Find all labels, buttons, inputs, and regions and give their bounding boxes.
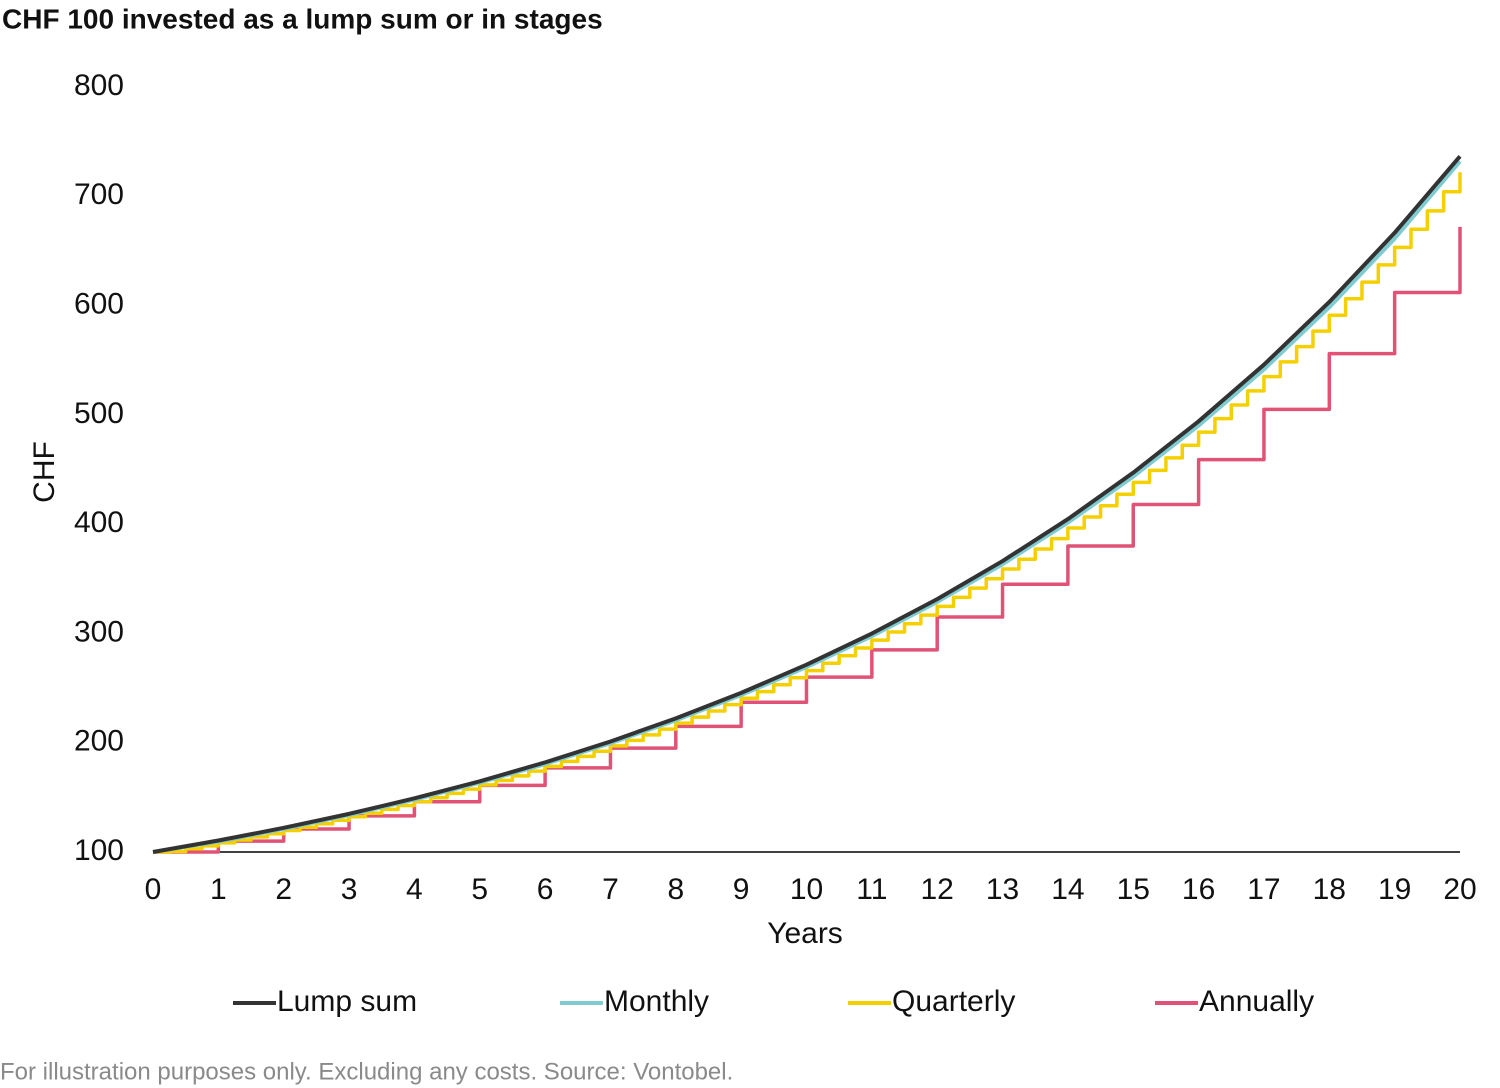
y-tick-label: 200 <box>74 725 124 758</box>
x-tick-label: 15 <box>1117 873 1150 906</box>
x-tick-label: 20 <box>1443 873 1476 906</box>
x-tick-label: 7 <box>602 873 619 906</box>
x-tick-label: 4 <box>406 873 423 906</box>
y-tick-label: 600 <box>74 287 124 320</box>
legend-label: Quarterly <box>892 985 1015 1018</box>
legend-label: Annually <box>1199 985 1314 1018</box>
x-tick-label: 5 <box>471 873 488 906</box>
x-tick-label: 12 <box>921 873 954 906</box>
y-tick-label: 700 <box>74 178 124 211</box>
x-tick-label: 19 <box>1378 873 1411 906</box>
x-tick-label: 8 <box>667 873 684 906</box>
x-tick-label: 2 <box>275 873 292 906</box>
x-tick-label: 16 <box>1182 873 1215 906</box>
y-tick-label: 100 <box>74 834 124 867</box>
x-tick-label: 9 <box>733 873 750 906</box>
x-tick-label: 1 <box>210 873 227 906</box>
legend-label: Lump sum <box>277 985 417 1018</box>
x-tick-label: 10 <box>790 873 823 906</box>
x-tick-label: 14 <box>1051 873 1084 906</box>
x-tick-label: 17 <box>1247 873 1280 906</box>
x-tick-label: 0 <box>145 873 162 906</box>
y-tick-label: 400 <box>74 506 124 539</box>
x-tick-label: 13 <box>986 873 1019 906</box>
x-axis-label: Years <box>767 917 843 950</box>
x-tick-label: 6 <box>537 873 554 906</box>
series-line <box>152 154 1462 854</box>
y-tick-label: 300 <box>74 615 124 648</box>
x-tick-label: 3 <box>341 873 358 906</box>
x-tick-label: 18 <box>1313 873 1346 906</box>
series-line <box>153 226 1462 854</box>
legend-label: Monthly <box>604 985 709 1018</box>
y-axis-label: CHF <box>28 441 61 503</box>
y-tick-label: 500 <box>74 397 124 430</box>
chart-title: CHF 100 invested as a lump sum or in sta… <box>2 3 603 34</box>
x-tick-label: 11 <box>856 873 887 906</box>
series-line <box>152 160 1462 854</box>
y-tick-label: 800 <box>74 69 124 102</box>
footnote: For illustration purposes only. Excludin… <box>0 1058 733 1085</box>
series-line <box>153 172 1462 854</box>
